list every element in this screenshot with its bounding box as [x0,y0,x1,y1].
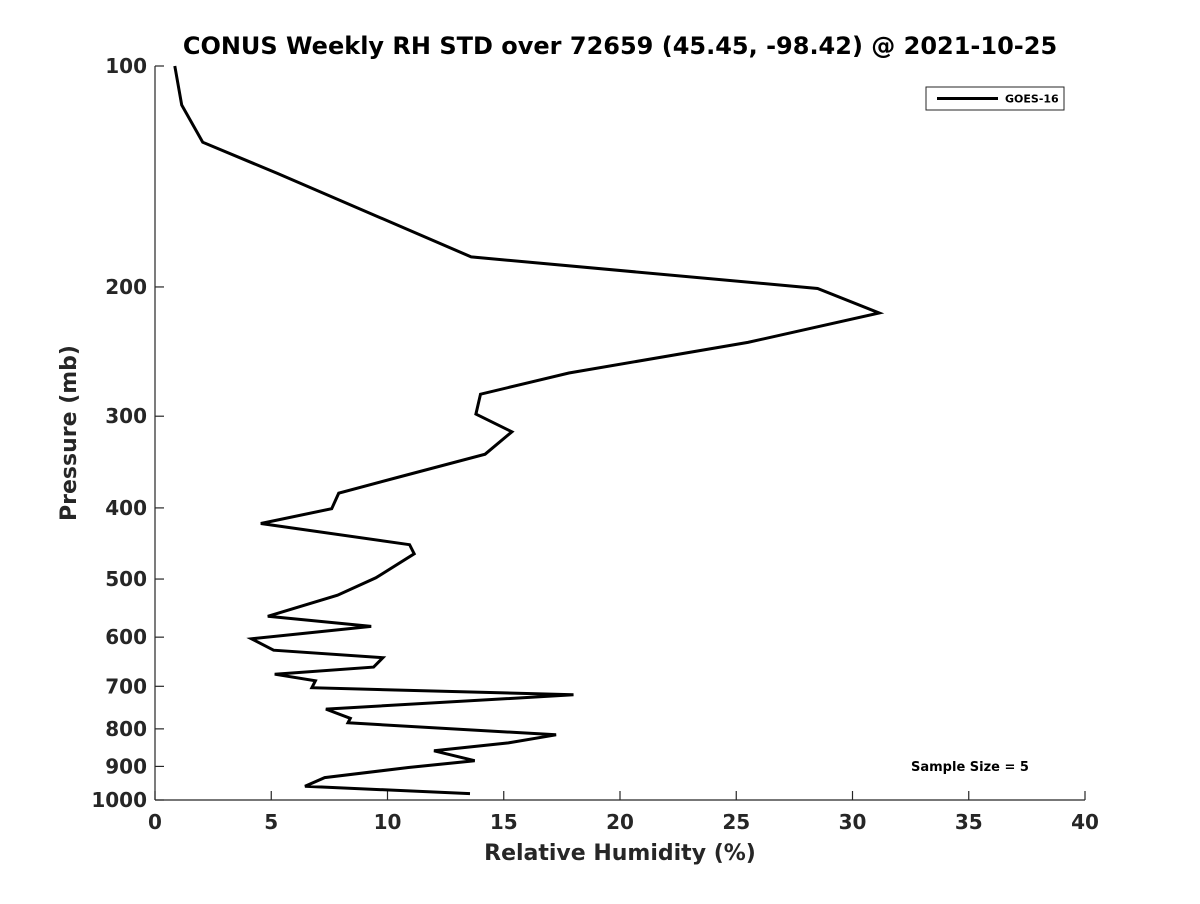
x-ticks: 0 5 10 15 20 25 30 35 40 [148,791,1099,834]
x-tick-label: 30 [839,810,867,834]
x-tick-label: 40 [1071,810,1099,834]
y-tick-label: 600 [105,625,147,649]
y-tick-label: 400 [105,496,147,520]
x-tick-label: 15 [490,810,518,834]
y-ticks: 100 200 300 400 500 600 700 800 900 1000 [91,54,164,812]
y-tick-label: 900 [105,754,147,778]
y-axis-label: Pressure (mb) [57,345,82,521]
x-axis-label: Relative Humidity (%) [484,841,756,866]
legend-label-goes-16: GOES-16 [1005,93,1059,106]
x-tick-label: 35 [955,810,983,834]
x-tick-label: 5 [264,810,278,834]
y-tick-label: 1000 [91,788,147,812]
sample-size-annotation: Sample Size = 5 [911,760,1029,775]
x-tick-label: 20 [606,810,634,834]
y-tick-label: 700 [105,674,147,698]
plot-area: 0 5 10 15 20 25 30 35 40 100 200 300 400 500 600 700 80… [91,54,1099,834]
series-line-goes-16 [173,65,885,796]
series-layer [173,65,885,796]
y-tick-label: 100 [105,54,147,78]
chart-title: CONUS Weekly RH STD over 72659 (45.45, -… [183,32,1057,60]
y-tick-label: 300 [105,404,147,428]
x-tick-label: 10 [374,810,402,834]
legend: GOES-16 [925,86,1065,111]
x-tick-label: 25 [722,810,750,834]
y-tick-label: 800 [105,717,147,741]
y-tick-label: 500 [105,567,147,591]
y-tick-label: 200 [105,275,147,299]
x-tick-label: 0 [148,810,162,834]
